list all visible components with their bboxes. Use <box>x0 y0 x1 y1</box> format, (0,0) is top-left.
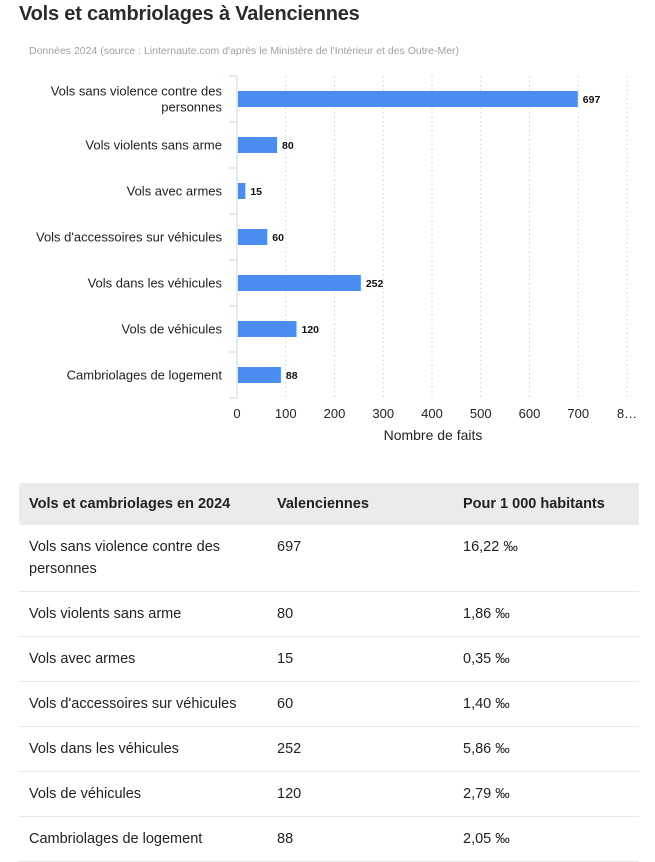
table-cell-rate: 16,22 ‰ <box>453 525 639 592</box>
table-header-rate: Pour 1 000 habitants <box>453 483 639 525</box>
table-row: Vols d'accessoires sur véhicules 60 1,40… <box>19 681 639 727</box>
x-tick-label: 8… <box>617 406 637 421</box>
table-header-category: Vols et cambriolages en 2024 <box>19 483 267 525</box>
table-cell-count: 80 <box>267 591 453 637</box>
table-cell-count: 60 <box>267 681 453 727</box>
table-header-city: Valenciennes <box>267 483 453 525</box>
table-row: Vols violents sans arme 80 1,86 ‰ <box>19 591 639 637</box>
category-label: Vols d'accessoires sur véhicules <box>36 230 223 245</box>
table-cell-count: 88 <box>267 816 453 862</box>
bar <box>238 275 361 291</box>
bar <box>238 183 246 199</box>
table-cell-rate: 1,86 ‰ <box>453 591 639 637</box>
table-cell-category: Vols violents sans arme <box>19 591 267 637</box>
table-cell-count: 15 <box>267 636 453 682</box>
data-label: 15 <box>250 186 262 198</box>
bar <box>238 321 297 337</box>
table-cell-count: 252 <box>267 726 453 772</box>
x-tick-label: 0 <box>233 406 240 421</box>
table-cell-count: 120 <box>267 771 453 817</box>
data-label: 60 <box>272 232 284 244</box>
x-tick-label: 700 <box>567 406 589 421</box>
category-label: Vols violents sans arme <box>85 138 222 153</box>
table-cell-rate: 2,05 ‰ <box>453 816 639 862</box>
x-tick-label: 600 <box>519 406 541 421</box>
bar <box>238 229 268 245</box>
data-table: Vols et cambriolages en 2024 Valencienne… <box>19 483 639 862</box>
data-label: 88 <box>286 370 298 382</box>
data-label: 80 <box>282 140 294 152</box>
bar <box>238 367 281 383</box>
table-cell-count: 697 <box>267 525 453 592</box>
x-axis-title: Nombre de faits <box>384 427 483 443</box>
table-row: Cambriolages de logement 88 2,05 ‰ <box>19 816 639 862</box>
bar <box>238 91 578 107</box>
table-row: Vols avec armes 15 0,35 ‰ <box>19 636 639 682</box>
table-cell-rate: 1,40 ‰ <box>453 681 639 727</box>
x-tick-label: 400 <box>421 406 443 421</box>
data-label: 120 <box>302 324 320 336</box>
table-cell-rate: 2,79 ‰ <box>453 771 639 817</box>
table-row: Vols de véhicules 120 2,79 ‰ <box>19 771 639 817</box>
category-label: Cambriolages de logement <box>67 368 223 383</box>
table-cell-rate: 0,35 ‰ <box>453 636 639 682</box>
chart-source: Données 2024 (source : Linternaute.com d… <box>29 45 460 57</box>
x-tick-label: 300 <box>372 406 394 421</box>
x-tick-label: 500 <box>470 406 492 421</box>
table-cell-category: Cambriolages de logement <box>19 816 267 862</box>
category-label: Vols avec armes <box>127 184 223 199</box>
table-cell-rate: 5,86 ‰ <box>453 726 639 772</box>
category-label: Vols de véhicules <box>122 322 223 337</box>
table-cell-category: Vols avec armes <box>19 636 267 682</box>
bar <box>238 137 277 153</box>
table-row: Vols dans les véhicules 252 5,86 ‰ <box>19 726 639 772</box>
table-row: Vols sans violence contre des personnes … <box>19 525 639 592</box>
data-label: 697 <box>583 94 601 106</box>
table-cell-category: Vols sans violence contre des personnes <box>19 525 267 592</box>
chart-title: Vols et cambriolages à Valenciennes <box>19 3 360 25</box>
x-tick-label: 100 <box>275 406 297 421</box>
bar-chart: 697 Vols sans violence contre des personne… <box>36 75 637 443</box>
table-cell-category: Vols d'accessoires sur véhicules <box>19 681 267 727</box>
table-cell-category: Vols de véhicules <box>19 771 267 817</box>
data-label: 252 <box>366 278 384 290</box>
x-tick-label: 200 <box>324 406 346 421</box>
category-label: Vols dans les véhicules <box>88 276 223 291</box>
category-label: Vols sans violence contre des personnes <box>51 84 223 115</box>
table-header-row: Vols et cambriolages en 2024 Valencienne… <box>19 483 639 525</box>
table-cell-category: Vols dans les véhicules <box>19 726 267 772</box>
